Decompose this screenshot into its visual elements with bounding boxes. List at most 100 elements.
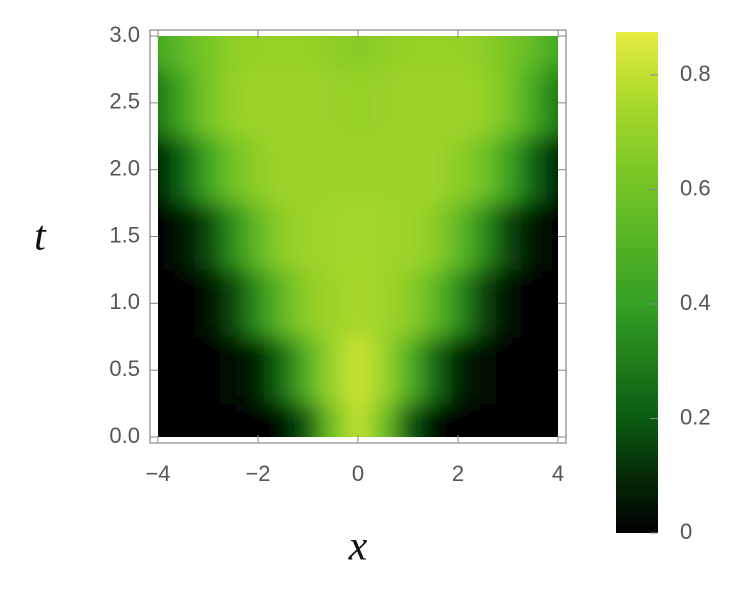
heat-cell: [470, 203, 496, 271]
heat-cell: [270, 336, 296, 405]
heat-cell: [370, 269, 396, 338]
heat-cell: [345, 336, 371, 405]
heat-cell: [245, 136, 271, 204]
heat-cell: [195, 336, 221, 405]
y-tick-label: 2.0: [109, 155, 140, 180]
heat-cell: [470, 269, 496, 338]
heat-cell: [195, 69, 221, 137]
heat-cell: [495, 203, 521, 271]
heat-cell: [220, 403, 246, 437]
heat-cell: [158, 136, 171, 204]
heat-cell: [220, 203, 246, 271]
heat-cell: [520, 403, 546, 437]
heat-cell: [445, 36, 471, 70]
heat-cell: [170, 336, 196, 405]
heat-cell: [158, 36, 171, 70]
heat-cell: [395, 269, 421, 338]
heat-cell: [345, 403, 371, 437]
heat-cell: [170, 136, 196, 204]
heat-cell: [270, 403, 296, 437]
heat-cell: [420, 269, 446, 338]
heat-cell: [270, 36, 296, 70]
heat-cell: [545, 69, 558, 137]
heat-cell: [495, 336, 521, 405]
heat-cell: [420, 203, 446, 271]
x-axis-label: x: [348, 524, 368, 570]
heat-cell: [245, 403, 271, 437]
x-tick-label: −4: [145, 461, 170, 486]
heat-cell: [170, 36, 196, 70]
heat-cell: [545, 336, 558, 405]
heat-cell: [395, 136, 421, 204]
heat-cell: [195, 403, 221, 437]
heat-cell: [545, 36, 558, 70]
heat-cell: [395, 403, 421, 437]
heat-cell: [520, 336, 546, 405]
heat-cell: [545, 203, 558, 271]
heat-cell: [420, 336, 446, 405]
heat-cell: [470, 136, 496, 204]
heat-cell: [295, 269, 321, 338]
x-tick-label: 0: [352, 461, 364, 486]
y-axis-label: t: [34, 214, 47, 260]
heat-cell: [195, 136, 221, 204]
heat-cell: [395, 69, 421, 137]
heat-cell: [395, 336, 421, 405]
heat-cell: [495, 403, 521, 437]
heat-cell: [345, 136, 371, 204]
heat-cell: [345, 269, 371, 338]
heat-cell: [320, 403, 346, 437]
heat-cell: [320, 136, 346, 204]
heat-cell: [270, 69, 296, 137]
colorbar: [616, 32, 658, 533]
heat-cell: [170, 403, 196, 437]
heat-cell: [195, 269, 221, 338]
heat-cell: [295, 203, 321, 271]
heat-cell: [495, 269, 521, 338]
heat-cell: [520, 269, 546, 338]
heat-cell: [370, 69, 396, 137]
heat-cell: [220, 269, 246, 338]
heat-cell: [420, 403, 446, 437]
heat-cell: [320, 203, 346, 271]
colorbar-tick-label: 0.6: [680, 175, 711, 200]
heat-cell: [245, 36, 271, 70]
heat-cell: [158, 69, 171, 137]
heat-cell: [320, 69, 346, 137]
heat-cell: [220, 136, 246, 204]
heat-cell: [495, 136, 521, 204]
heat-cell: [158, 269, 171, 338]
y-tick-label: 2.5: [109, 89, 140, 114]
heat-cell: [495, 69, 521, 137]
heat-cell: [470, 36, 496, 70]
heat-cell: [420, 69, 446, 137]
heat-cell: [158, 403, 171, 437]
heat-cell: [520, 136, 546, 204]
heat-cell: [445, 69, 471, 137]
x-tick-label: −2: [245, 461, 270, 486]
colorbar-tick-label: 0.4: [680, 290, 711, 315]
heat-cell: [170, 203, 196, 271]
heat-cell: [445, 269, 471, 338]
heat-cell: [395, 203, 421, 271]
heat-cell: [158, 336, 171, 405]
heat-cell: [270, 203, 296, 271]
heat-cell: [545, 403, 558, 437]
heat-cell: [370, 403, 396, 437]
heat-cell: [445, 403, 471, 437]
heat-cell: [220, 36, 246, 70]
heat-cell: [420, 36, 446, 70]
heat-cell: [470, 336, 496, 405]
heat-cell: [445, 136, 471, 204]
heat-cell: [370, 336, 396, 405]
heat-cell: [195, 203, 221, 271]
y-tick-label: 1.5: [109, 222, 140, 247]
heat-cell: [470, 69, 496, 137]
y-tick-label: 1.0: [109, 289, 140, 314]
x-tick-label: 4: [552, 461, 564, 486]
heat-cell: [245, 269, 271, 338]
heat-cell: [395, 36, 421, 70]
heat-cell: [445, 336, 471, 405]
heat-cell: [295, 136, 321, 204]
